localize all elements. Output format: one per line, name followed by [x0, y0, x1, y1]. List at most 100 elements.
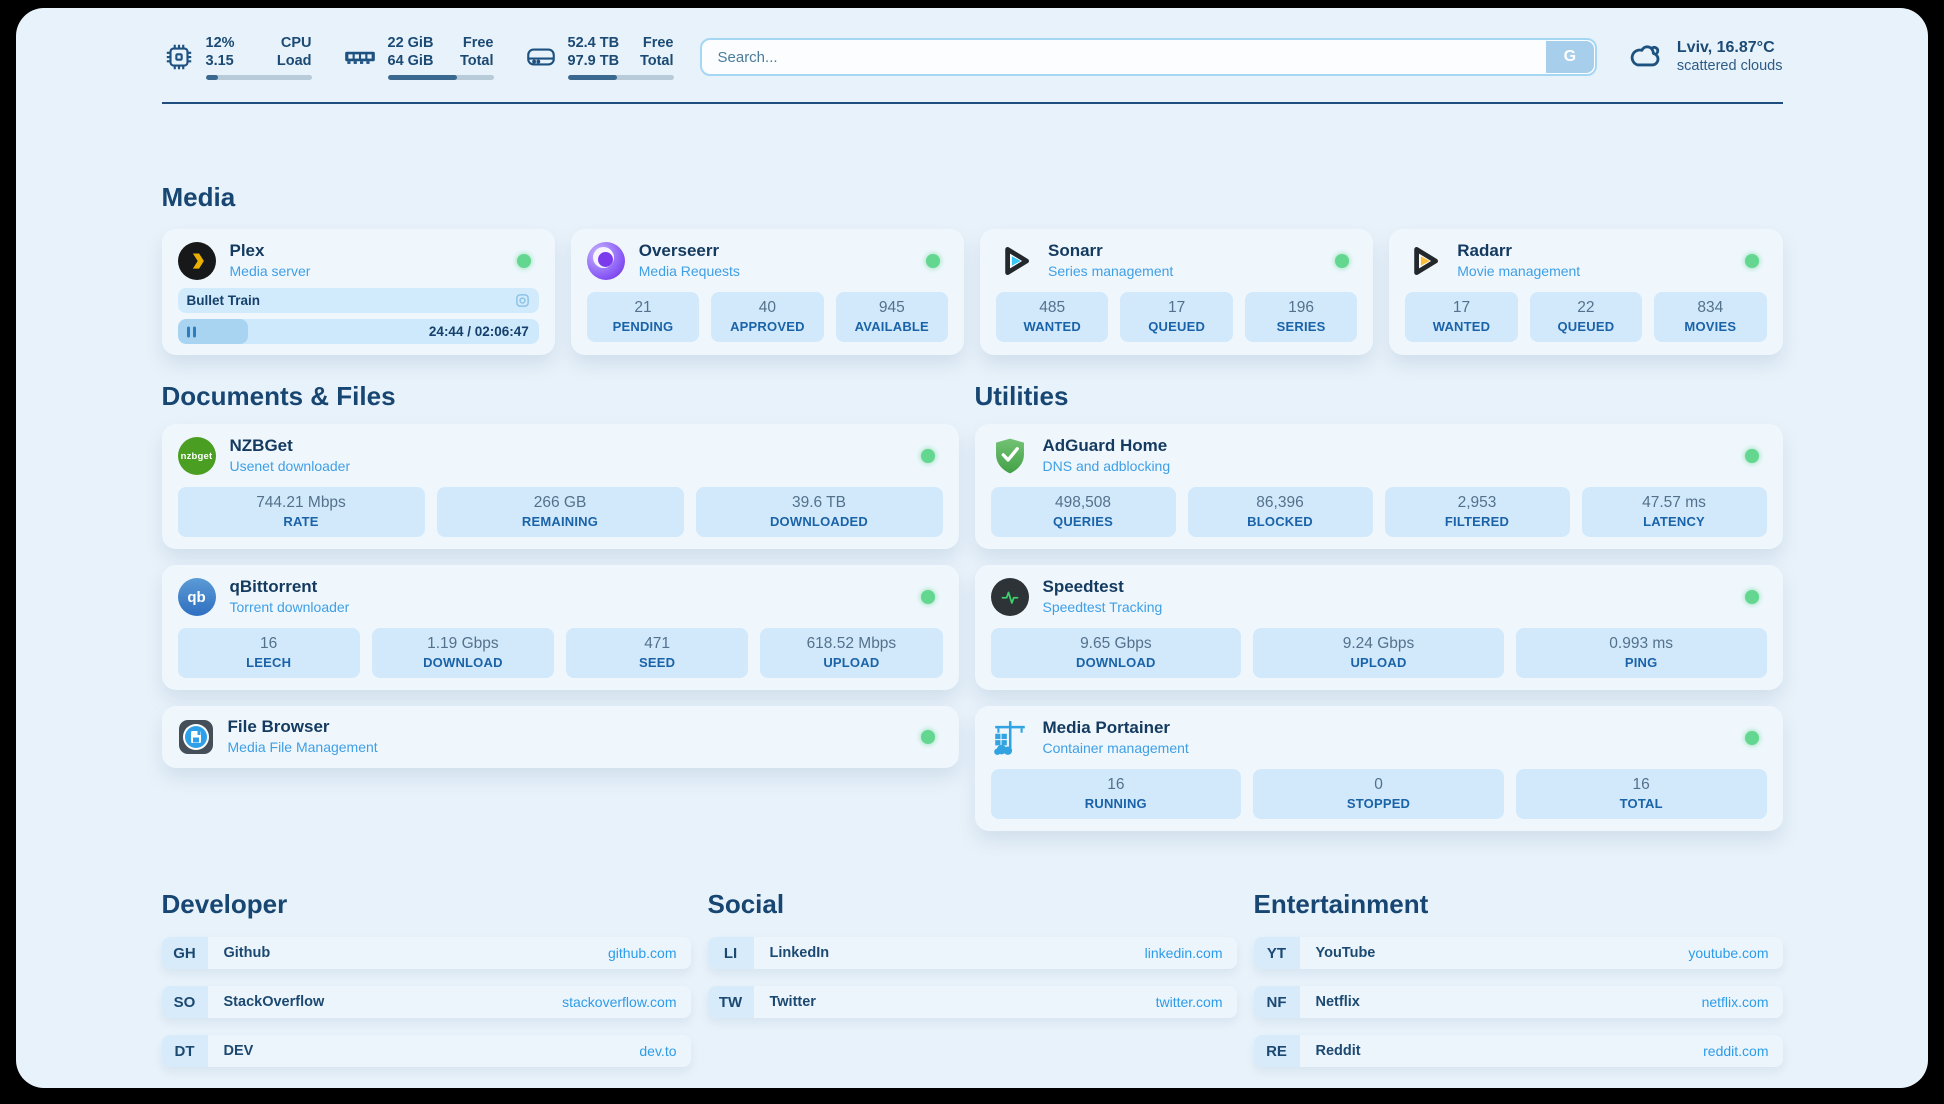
- cpu-load-value: 3.15: [205, 53, 234, 69]
- section-title-social: Social: [707, 889, 785, 919]
- stat-block: 9.65 Gbps DOWNLOAD: [990, 628, 1242, 678]
- service-subtitle: Series management: [1048, 263, 1174, 279]
- portainer-icon: [991, 719, 1029, 757]
- service-card-radarr[interactable]: Radarr Movie management 17 WANTED 22 QUE…: [1389, 229, 1783, 355]
- bookmark-row-netflix[interactable]: NF Netflix netflix.com: [1253, 986, 1783, 1018]
- section-title-utilities: Utilities: [974, 381, 1069, 411]
- memory-widget: 22 GiB 64 GiB Free Total: [342, 34, 494, 80]
- stat-label: WANTED: [1023, 319, 1081, 334]
- speedtest-icon: [990, 578, 1029, 616]
- search-input[interactable]: [699, 38, 1597, 76]
- stat-block: 40 APPROVED: [711, 292, 824, 342]
- service-title: File Browser: [227, 717, 330, 736]
- bookmark-url: netflix.com: [1701, 994, 1769, 1010]
- bookmark-url: github.com: [608, 945, 677, 961]
- stat-value: 471: [644, 635, 671, 652]
- bookmark-abbr: RE: [1253, 1035, 1300, 1067]
- cpu-icon: [162, 40, 196, 74]
- bookmark-abbr: DT: [161, 1035, 208, 1067]
- bookmark-url: linkedin.com: [1144, 945, 1223, 961]
- section-title-entertainment: Entertainment: [1253, 889, 1429, 919]
- status-dot: [1744, 590, 1759, 604]
- service-title: Overseerr: [638, 241, 720, 260]
- status-dot: [920, 730, 935, 744]
- stat-label: LEECH: [246, 655, 292, 670]
- stat-value: 618.52 Mbps: [806, 635, 897, 652]
- playback-progress-bar: 24:44 / 02:06:47: [177, 319, 539, 344]
- service-card-plex[interactable]: Plex Media server Bullet Train: [161, 229, 555, 355]
- service-card-nzbget[interactable]: nzbget NZBGet Usenet downloader 744.21 M…: [161, 424, 959, 549]
- bookmark-abbr: NF: [1253, 986, 1300, 1018]
- search-bar: G: [699, 38, 1597, 76]
- bookmark-row-github[interactable]: GH Github github.com: [161, 937, 691, 969]
- service-card-adguard[interactable]: AdGuard Home DNS and adblocking 498,508 …: [974, 424, 1783, 549]
- service-subtitle: Speedtest Tracking: [1042, 599, 1163, 615]
- bookmark-row-twitter[interactable]: TW Twitter twitter.com: [707, 986, 1237, 1018]
- service-title: Radarr: [1457, 241, 1513, 260]
- stat-value: 21: [634, 299, 652, 316]
- bookmark-url: youtube.com: [1688, 945, 1769, 961]
- cpu-widget: 12% 3.15 CPU Load: [162, 34, 312, 80]
- stat-block: 22 QUEUED: [1529, 292, 1643, 342]
- stat-block: 16 TOTAL: [1515, 769, 1767, 819]
- bookmark-name: Netflix: [1315, 994, 1360, 1010]
- stat-label: UPLOAD: [1350, 655, 1407, 670]
- stat-label: MOVIES: [1684, 319, 1737, 334]
- stat-block: 196 SERIES: [1244, 292, 1358, 342]
- bookmark-abbr: SO: [161, 986, 208, 1018]
- stat-value: 834: [1697, 299, 1724, 316]
- stat-label: DOWNLOAD: [423, 655, 503, 670]
- service-title: Speedtest: [1042, 577, 1124, 596]
- stat-label: FILTERED: [1444, 514, 1510, 529]
- bookmark-abbr: GH: [161, 937, 208, 969]
- stat-label: RUNNING: [1084, 796, 1147, 811]
- ram-icon: [342, 40, 378, 74]
- stat-value: 1.19 Gbps: [427, 635, 499, 652]
- disk-widget: 52.4 TB 97.9 TB Free Total: [524, 34, 674, 80]
- stat-value: 40: [758, 299, 776, 316]
- bookmark-row-dev[interactable]: DT DEV dev.to: [161, 1035, 691, 1067]
- now-playing-bar: Bullet Train: [177, 288, 539, 313]
- stat-block: 2,953 FILTERED: [1384, 487, 1570, 537]
- service-card-qbittorrent[interactable]: qb qBittorrent Torrent downloader 16: [161, 565, 959, 690]
- cpu-label-1: CPU: [280, 35, 312, 51]
- weather-location: Lviv, 16.87°C: [1676, 39, 1775, 56]
- service-card-portainer[interactable]: Media Portainer Container management 16 …: [974, 706, 1783, 831]
- stat-value: 485: [1039, 299, 1066, 316]
- bookmark-name: StackOverflow: [223, 994, 325, 1010]
- stat-label: QUEUED: [1557, 319, 1615, 334]
- status-dot: [1744, 254, 1759, 268]
- stat-block: 945 AVAILABLE: [835, 292, 949, 342]
- stat-block: 618.52 Mbps UPLOAD: [760, 628, 943, 678]
- stat-block: 744.21 Mbps RATE: [177, 487, 425, 537]
- stat-label: PENDING: [612, 319, 674, 334]
- memory-label-2: Total: [459, 53, 494, 69]
- stat-block: 266 GB REMAINING: [436, 487, 684, 537]
- stat-value: 498,508: [1054, 494, 1112, 511]
- bookmark-row-youtube[interactable]: YT YouTube youtube.com: [1253, 937, 1783, 969]
- service-card-sonarr[interactable]: Sonarr Series management 485 WANTED 17 Q…: [980, 229, 1374, 355]
- section-title-developer: Developer: [161, 889, 288, 919]
- stat-block: 39.6 TB DOWNLOADED: [695, 487, 943, 537]
- service-card-filebrowser[interactable]: File Browser Media File Management: [161, 706, 959, 768]
- bookmark-name: Twitter: [769, 994, 816, 1010]
- service-subtitle: Container management: [1042, 740, 1189, 756]
- stat-label: DOWNLOADED: [769, 514, 869, 529]
- bookmark-row-stackoverflow[interactable]: SO StackOverflow stackoverflow.com: [161, 986, 691, 1018]
- bookmark-name: DEV: [223, 1043, 254, 1059]
- bookmark-url: reddit.com: [1703, 1043, 1769, 1059]
- service-card-speedtest[interactable]: Speedtest Speedtest Tracking 9.65 Gbps D…: [974, 565, 1783, 690]
- bookmark-row-linkedin[interactable]: LI LinkedIn linkedin.com: [707, 937, 1237, 969]
- service-subtitle: Usenet downloader: [229, 458, 351, 474]
- memory-progress-bar: [387, 75, 494, 80]
- stat-value: 196: [1288, 299, 1314, 316]
- bookmark-row-reddit[interactable]: RE Reddit reddit.com: [1253, 1035, 1783, 1067]
- service-subtitle: Media Requests: [638, 263, 740, 279]
- service-card-overseerr[interactable]: Overseerr Media Requests 21 PENDING 40 A…: [570, 229, 964, 355]
- section-title-documents: Documents & Files: [161, 381, 396, 411]
- stat-block: 16 RUNNING: [990, 769, 1242, 819]
- stat-value: 39.6 TB: [791, 494, 846, 511]
- search-provider-button[interactable]: G: [1545, 41, 1594, 73]
- stat-block: 471 SEED: [566, 628, 749, 678]
- disk-progress-bar: [567, 75, 674, 80]
